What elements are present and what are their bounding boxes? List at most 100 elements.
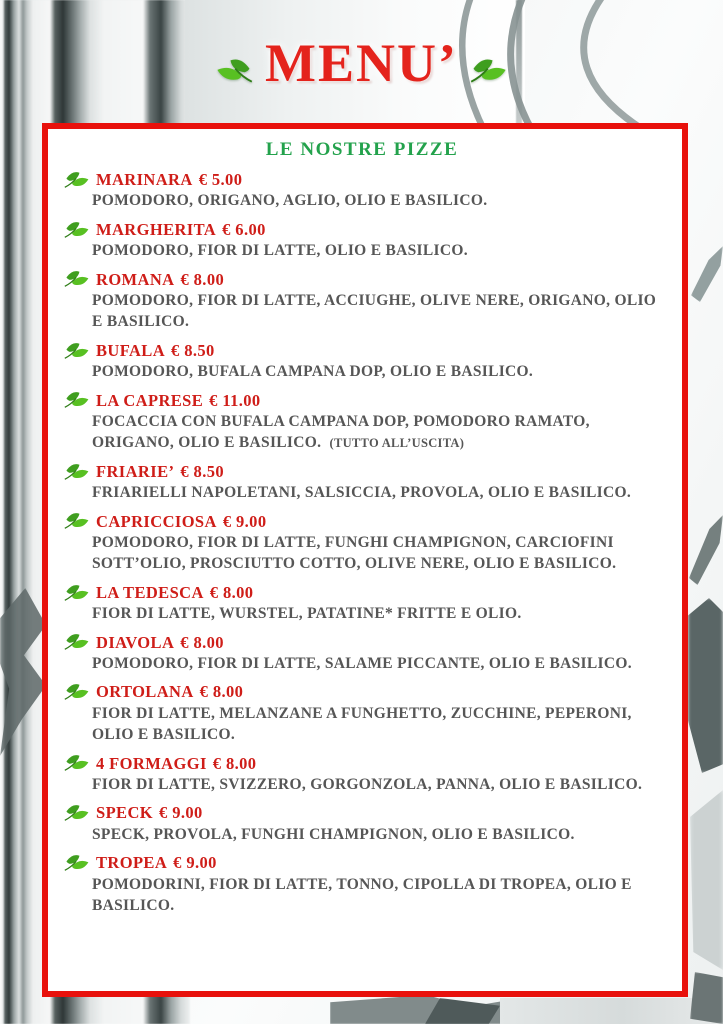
item-price: € 8.00: [212, 753, 257, 773]
basil-leaf-icon: [64, 753, 90, 773]
menu-item-list: MARINARA € 5.00 POMODORO, ORIGANO, AGLIO…: [66, 169, 658, 916]
item-price: € 8.00: [209, 582, 254, 602]
item-header: ROMANA € 8.00: [66, 269, 658, 290]
item-name: MARINARA: [96, 170, 193, 189]
item-price: € 11.00: [209, 390, 261, 410]
item-description: SPECK, PROVOLA, FUNGHI CHAMPIGNON, OLIO …: [92, 824, 658, 845]
item-ingredients: FOCACCIA CON BUFALA CAMPANA DOP, POMODOR…: [92, 413, 590, 452]
item-description: FRIARIELLI NAPOLETANI, SALSICCIA, PROVOL…: [92, 482, 658, 503]
item-description: POMODORO, FIOR DI LATTE, ACCIUGHE, OLIVE…: [92, 290, 658, 333]
item-header: ORTOLANA € 8.00: [66, 681, 658, 702]
item-price: € 9.00: [173, 853, 217, 873]
item-name: ROMANA: [96, 269, 175, 289]
basil-leaf-icon: [64, 583, 90, 603]
basil-leaf-icon: [64, 853, 90, 873]
item-description: FIOR DI LATTE, MELANZANE A FUNGHETTO, ZU…: [92, 703, 658, 746]
basil-leaf-icon: [64, 269, 90, 289]
item-price: € 8.00: [180, 269, 225, 289]
background-right-dark-shape: [688, 598, 723, 773]
menu-item: FRIARIE’ € 8.50 FRIARIELLI NAPOLETANI, S…: [66, 461, 658, 504]
item-description: POMODORO, ORIGANO, AGLIO, OLIO E BASILIC…: [92, 190, 658, 211]
title-row: MENU’: [0, 36, 723, 90]
item-name: DIAVOLA: [96, 632, 175, 652]
item-header: 4 FORMAGGI € 8.00: [66, 753, 658, 774]
basil-leaf-icon: [64, 511, 90, 531]
menu-card: LE NOSTRE PIZZE MARINARA € 5.00 POMODORO…: [42, 123, 688, 997]
item-ingredients: FIOR DI LATTE, MELANZANE A FUNGHETTO, ZU…: [92, 704, 632, 744]
item-ingredients: POMODORO, BUFALA CAMPANA DOP, OLIO E BAS…: [92, 363, 534, 381]
basil-leaf-icon: [64, 341, 90, 361]
item-ingredients: POMODORO, ORIGANO, AGLIO, OLIO E BASILIC…: [92, 192, 488, 210]
menu-item: MARINARA € 5.00 POMODORO, ORIGANO, AGLIO…: [66, 169, 658, 212]
background-vertical-line: [516, 0, 522, 124]
item-name: CAPRICCIOSA: [96, 511, 217, 531]
item-header: SPECK € 9.00: [66, 802, 658, 823]
item-description: POMODORO, FIOR DI LATTE, FUNGHI CHAMPIGN…: [92, 532, 658, 575]
item-price: € 8.00: [199, 682, 244, 702]
section-title: LE NOSTRE PIZZE: [265, 139, 459, 160]
item-name: ORTOLANA: [96, 682, 194, 702]
item-description: FOCACCIA CON BUFALA CAMPANA DOP, POMODOR…: [92, 411, 658, 454]
item-description: FIOR DI LATTE, SVIZZERO, GORGONZOLA, PAN…: [92, 774, 658, 795]
item-note: (TUTTO ALL’USCITA): [329, 436, 465, 451]
item-ingredients: POMODORO, FIOR DI LATTE, ACCIUGHE, OLIVE…: [92, 292, 657, 331]
basil-leaf-icon: [215, 56, 253, 86]
item-price: € 9.00: [159, 803, 203, 823]
item-header: TROPEA € 9.00: [66, 852, 658, 873]
menu-item: BUFALA € 8.50 POMODORO, BUFALA CAMPANA D…: [66, 340, 658, 383]
item-price: € 8.00: [180, 632, 224, 652]
item-header: CAPRICCIOSA € 9.00: [66, 511, 658, 532]
background-right-leaf-shape: [691, 246, 723, 302]
item-ingredients: SPECK, PROVOLA, FUNGHI CHAMPIGNON, OLIO …: [92, 825, 575, 843]
item-header: BUFALA € 8.50: [66, 340, 658, 361]
menu-item: ROMANA € 8.00 POMODORO, FIOR DI LATTE, A…: [66, 269, 658, 333]
background-arc-lines: [458, 0, 651, 130]
item-description: POMODORINI, FIOR DI LATTE, TONNO, CIPOLL…: [92, 874, 658, 917]
item-header: DIAVOLA € 8.00: [66, 632, 658, 653]
menu-item: MARGHERITA € 6.00 POMODORO, FIOR DI LATT…: [66, 219, 658, 262]
basil-leaf-icon: [470, 56, 508, 86]
item-ingredients: FIOR DI LATTE, SVIZZERO, GORGONZOLA, PAN…: [92, 776, 643, 794]
item-header: FRIARIE’ € 8.50: [66, 461, 658, 482]
item-name: MARGHERITA: [96, 219, 217, 239]
item-description: POMODORO, FIOR DI LATTE, SALAME PICCANTE…: [92, 653, 658, 674]
item-ingredients: FIOR DI LATTE, WURSTEL, PATATINE* FRITTE…: [92, 605, 522, 623]
item-name: FRIARIE’: [96, 461, 175, 481]
item-name: BUFALA: [96, 340, 166, 360]
menu-item: ORTOLANA € 8.00 FIOR DI LATTE, MELANZANE…: [66, 681, 658, 745]
item-ingredients: POMODORINI, FIOR DI LATTE, TONNO, CIPOLL…: [92, 875, 632, 915]
basil-leaf-icon: [64, 803, 90, 823]
item-description: FIOR DI LATTE, WURSTEL, PATATINE* FRITTE…: [92, 603, 658, 624]
menu-item: TROPEA € 9.00 POMODORINI, FIOR DI LATTE,…: [66, 852, 658, 916]
item-header: MARGHERITA € 6.00: [66, 219, 658, 240]
menu-item: DIAVOLA € 8.00 POMODORO, FIOR DI LATTE, …: [66, 632, 658, 675]
background-corner-shape: [690, 972, 723, 1024]
item-name: LA CAPRESE: [96, 390, 204, 410]
menu-item: LA TEDESCA € 8.00 FIOR DI LATTE, WURSTEL…: [66, 582, 658, 625]
background-right-light-shape: [690, 790, 723, 970]
item-price: € 5.00: [198, 170, 243, 189]
menu-item: 4 FORMAGGI € 8.00 FIOR DI LATTE, SVIZZER…: [66, 753, 658, 796]
item-ingredients: POMODORO, FIOR DI LATTE, OLIO E BASILICO…: [92, 242, 468, 260]
item-header: MARINARA € 5.00: [66, 169, 658, 190]
item-header: LA TEDESCA € 8.00: [66, 582, 658, 603]
item-name: LA TEDESCA: [96, 582, 204, 602]
item-description: POMODORO, FIOR DI LATTE, OLIO E BASILICO…: [92, 240, 658, 261]
background-bottom-shape: [500, 998, 723, 1024]
item-name: SPECK: [96, 803, 154, 823]
basil-leaf-icon: [64, 632, 90, 652]
item-price: € 8.50: [180, 461, 225, 481]
menu-item: SPECK € 9.00 SPECK, PROVOLA, FUNGHI CHAM…: [66, 802, 658, 845]
item-header: LA CAPRESE € 11.00: [66, 390, 658, 411]
basil-leaf-icon: [64, 170, 90, 190]
item-ingredients: POMODORO, FIOR DI LATTE, SALAME PICCANTE…: [92, 655, 632, 673]
basil-leaf-icon: [64, 682, 90, 702]
basil-leaf-icon: [64, 220, 90, 240]
item-price: € 8.50: [171, 340, 215, 360]
item-ingredients: FRIARIELLI NAPOLETANI, SALSICCIA, PROVOL…: [92, 484, 632, 502]
item-description: POMODORO, BUFALA CAMPANA DOP, OLIO E BAS…: [92, 361, 658, 382]
menu-item: LA CAPRESE € 11.00 FOCACCIA CON BUFALA C…: [66, 390, 658, 454]
background-right-leaf-shape: [689, 515, 723, 585]
basil-leaf-icon: [64, 390, 90, 410]
